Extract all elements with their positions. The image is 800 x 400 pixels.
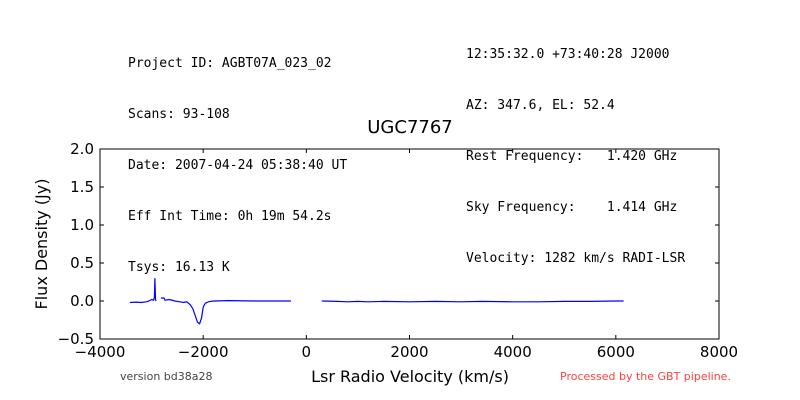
- header-line: 12:35:32.0 +73:40:28 J2000: [466, 47, 670, 62]
- header-info-left: Project ID: AGBT07A_023_02 Scans: 93-108…: [128, 21, 347, 293]
- header-info-right: 12:35:32.0 +73:40:28 J2000 AZ: 347.6, EL…: [466, 12, 685, 284]
- header-line: Sky Frequency: 1.414 GHz: [466, 200, 678, 215]
- pipeline-credit: Processed by the GBT pipeline.: [560, 370, 731, 383]
- axis-ticks: −4000 −2000 0 2000 4000 6000 8000 −0.5 0.0 0.5 1.0…: [58, 140, 739, 361]
- y-axis-label: Flux Density (Jy): [32, 179, 51, 310]
- x-axis-label: Lsr Radio Velocity (km/s): [311, 367, 509, 386]
- y-tick-label: 2.0: [70, 140, 94, 158]
- y-tick-label: 0.0: [70, 292, 94, 310]
- x-tick-label: 8000: [700, 343, 738, 361]
- x-tick-label: 4000: [494, 343, 532, 361]
- x-tick-label: 2000: [390, 343, 428, 361]
- header-line: Tsys: 16.13 K: [128, 260, 230, 275]
- header-line: Eff Int Time: 0h 19m 54.2s: [128, 209, 332, 224]
- spectrum-line-segment: [160, 297, 291, 325]
- x-tick-label: −4000: [75, 343, 126, 361]
- header-line: AZ: 347.6, EL: 52.4: [466, 98, 615, 113]
- y-tick-label: 0.5: [70, 254, 94, 272]
- y-tick-label: 1.5: [70, 178, 94, 196]
- x-tick-label: −2000: [178, 343, 229, 361]
- header-line: Date: 2007-04-24 05:38:40 UT: [128, 158, 348, 173]
- header-line: Project ID: AGBT07A_023_02: [128, 56, 332, 71]
- header-line: Rest Frequency: 1.420 GHz: [466, 149, 678, 164]
- x-tick-label: 6000: [597, 343, 635, 361]
- x-tick-label: 0: [302, 343, 312, 361]
- spectrum-line-segment: [129, 278, 157, 304]
- y-tick-label: −0.5: [58, 330, 94, 348]
- y-tick-label: 1.0: [70, 216, 94, 234]
- header-line: Velocity: 1282 km/s RADI-LSR: [466, 251, 686, 266]
- chart-title: UGC7767: [367, 117, 453, 138]
- spectrum-line-segment: [321, 300, 624, 303]
- header-line: Scans: 93-108: [128, 107, 230, 122]
- plot-area: [129, 278, 624, 325]
- version-label: version bd38a28: [120, 370, 213, 383]
